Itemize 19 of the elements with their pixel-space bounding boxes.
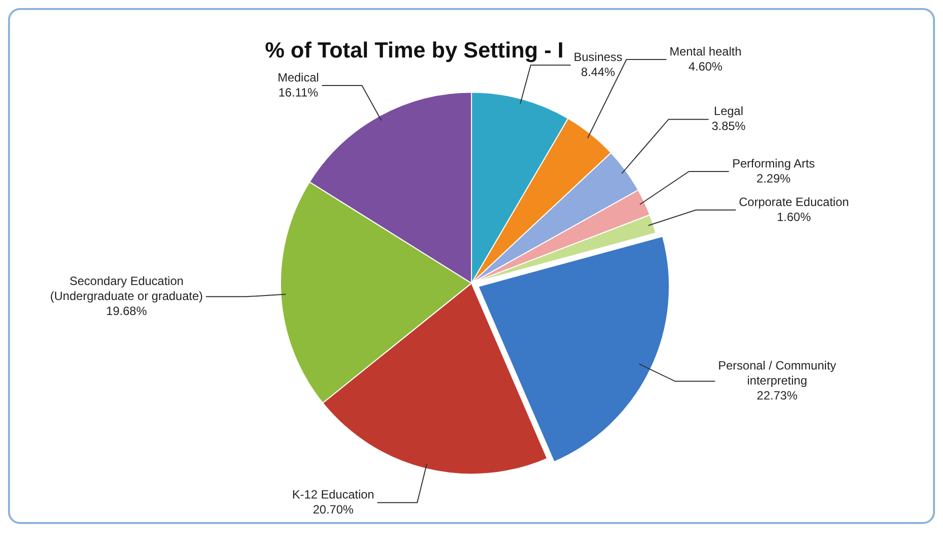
data-label: 4.60% [688,59,723,74]
slice-label: Corporate Education [738,194,849,209]
data-label: 16.11% [278,85,318,100]
slice-label: Personal / Community interpreting [718,358,836,388]
data-label: 20.70% [312,502,354,516]
slice-label: Mental health [669,44,742,58]
data-label: 19.68% [106,304,148,318]
slice-label: Business [574,50,622,64]
data-label: 22.73% [756,388,798,403]
chart-title: % of Total Time by Setting - I [265,37,564,62]
slice-label: Medical [278,70,319,84]
data-label: 1.60% [776,210,812,224]
data-label: 3.85% [712,119,746,134]
slice-label: K-12 Education [292,487,374,502]
slice-label: Secondary Education (Undergraduate or graduate) [50,274,203,303]
slice-label: Legal [714,104,744,118]
data-label: 8.44% [581,64,616,79]
slice-label: Performing Arts [732,156,815,170]
data-label: 2.29% [756,171,791,186]
